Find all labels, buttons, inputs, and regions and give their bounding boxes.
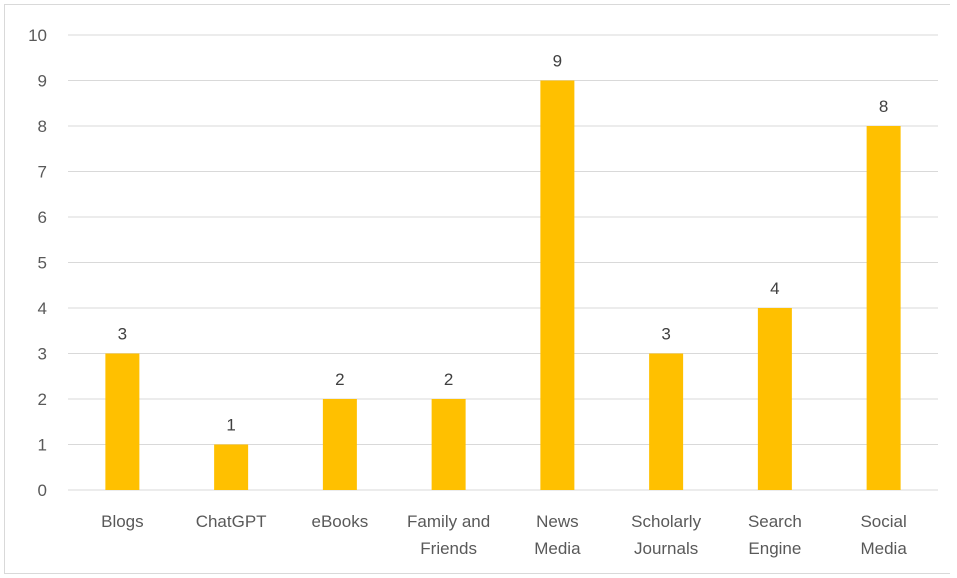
- x-category-label: ChatGPT: [196, 512, 267, 531]
- bar: [540, 80, 575, 490]
- y-tick-label: 7: [38, 163, 47, 182]
- x-category-label: Scholarly: [631, 512, 701, 531]
- data-label: 3: [118, 325, 127, 344]
- data-label: 3: [661, 325, 670, 344]
- y-tick-label: 8: [38, 117, 47, 136]
- y-tick-label: 4: [38, 299, 47, 318]
- y-tick-label: 10: [28, 26, 47, 45]
- y-tick-label: 9: [38, 72, 47, 91]
- x-category-label: Search: [748, 512, 802, 531]
- x-category-label: Media: [534, 539, 581, 558]
- data-label: 4: [770, 279, 779, 298]
- x-category-label: Friends: [420, 539, 477, 558]
- y-tick-label: 5: [38, 254, 47, 273]
- bar: [105, 353, 140, 490]
- x-category-label: Family and: [407, 512, 490, 531]
- bar: [322, 399, 357, 490]
- chart-area: [4, 4, 950, 574]
- x-category-label: Blogs: [101, 512, 144, 531]
- bar: [757, 308, 792, 490]
- x-category-label: eBooks: [312, 512, 369, 531]
- y-axis-ticks: 0 1 2 3 4 5 6 7 8 9 10: [28, 26, 47, 500]
- data-label: 2: [444, 370, 453, 389]
- x-category-label: News: [536, 512, 579, 531]
- bars: [105, 80, 901, 490]
- y-tick-label: 6: [38, 208, 47, 227]
- data-label: 2: [335, 370, 344, 389]
- bar: [431, 399, 466, 490]
- bar: [866, 126, 901, 490]
- x-axis-categories: Blogs ChatGPT eBooks Family and Friends News M…: [101, 512, 907, 558]
- bar: [649, 353, 684, 490]
- y-tick-label: 0: [38, 481, 47, 500]
- x-category-label: Engine: [748, 539, 801, 558]
- y-tick-label: 2: [38, 390, 47, 409]
- y-tick-label: 1: [38, 436, 47, 455]
- bar: [214, 444, 249, 490]
- data-label: 9: [553, 52, 562, 71]
- y-tick-label: 3: [38, 345, 47, 364]
- data-label: 8: [879, 97, 888, 116]
- data-label: 1: [226, 416, 235, 435]
- x-category-label: Journals: [634, 539, 698, 558]
- gridlines: [68, 34, 938, 491]
- x-category-label: Media: [860, 539, 907, 558]
- data-labels: 3 1 2 2 9 3 4 8: [118, 52, 889, 435]
- x-category-label: Social: [860, 512, 906, 531]
